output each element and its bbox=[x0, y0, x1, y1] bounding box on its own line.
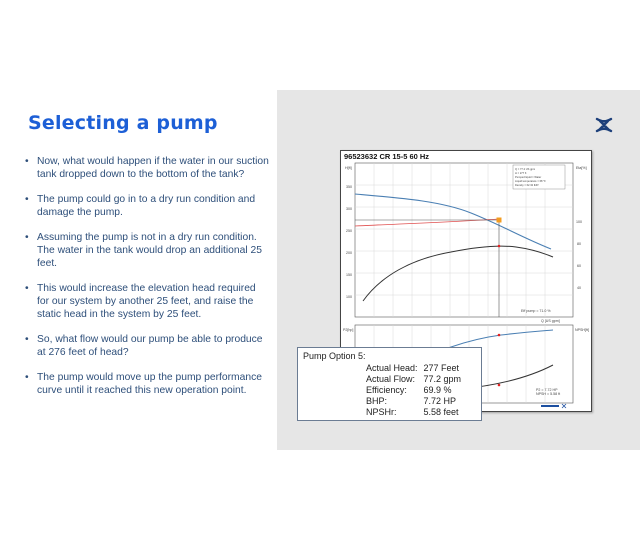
svg-text:Q = 77.2 US gpm: Q = 77.2 US gpm bbox=[515, 167, 535, 171]
pump-performance-chart: 96523632 CR 15-5 60 Hz H[ft] 350 300 250 2… bbox=[340, 150, 592, 412]
info-row-efficiency: Efficiency: 69.9 % bbox=[366, 385, 452, 395]
svg-text:Q [US gpm]: Q [US gpm] bbox=[541, 319, 560, 323]
pump-option-info-box: Pump Option 5: Actual Head: 277 Feet Act… bbox=[297, 347, 482, 421]
slide-title: Selecting a pump bbox=[28, 112, 218, 134]
bullet-item: This would increase the elevation head r… bbox=[25, 282, 270, 321]
svg-text:NPSH = 5.58 ft: NPSH = 5.58 ft bbox=[536, 392, 560, 396]
bullet-item: So, what flow would our pump be able to … bbox=[25, 333, 270, 359]
svg-text:H = 277 ft: H = 277 ft bbox=[515, 171, 527, 175]
info-label: NPSHr: bbox=[366, 407, 397, 417]
bullet-item: The pump could go in to a dry run condit… bbox=[25, 193, 270, 219]
svg-text:200: 200 bbox=[346, 251, 352, 255]
info-value: 277 Feet bbox=[423, 363, 460, 373]
info-heading: Pump Option 5: bbox=[303, 351, 366, 361]
info-label: Efficiency: bbox=[366, 385, 407, 395]
svg-text:Pumped liquid = Water: Pumped liquid = Water bbox=[515, 175, 541, 179]
bullet-item: Now, what would happen if the water in o… bbox=[25, 155, 270, 181]
info-row-npshr: NPSHr: 5.58 feet bbox=[366, 407, 459, 417]
info-value: 5.58 feet bbox=[423, 407, 459, 417]
info-label: Actual Head: bbox=[366, 363, 418, 373]
info-label: BHP: bbox=[366, 396, 388, 406]
bullet-list: Now, what would happen if the water in o… bbox=[25, 155, 270, 409]
bullet-item: The pump would move up the pump performa… bbox=[25, 371, 270, 397]
info-value: 7.72 HP bbox=[423, 396, 457, 406]
svg-text:P2 = 7.72 HP: P2 = 7.72 HP bbox=[536, 388, 558, 392]
svg-text:350: 350 bbox=[346, 185, 352, 189]
info-row-flow: Actual Flow: 77.2 gpm bbox=[366, 374, 461, 384]
svg-text:Liquid temperature = 68 °F: Liquid temperature = 68 °F bbox=[515, 179, 546, 183]
svg-text:100: 100 bbox=[346, 295, 352, 299]
bullet-item: Assuming the pump is not in a dry run co… bbox=[25, 231, 270, 270]
svg-text:H[ft]: H[ft] bbox=[345, 166, 352, 170]
svg-text:80: 80 bbox=[577, 242, 581, 246]
info-value: 77.2 gpm bbox=[423, 374, 462, 384]
svg-text:NPSH[ft]: NPSH[ft] bbox=[575, 328, 589, 332]
svg-text:Density = 62.32 lb/ft³: Density = 62.32 lb/ft³ bbox=[515, 183, 539, 187]
svg-text:Eff pump = 71.0 %: Eff pump = 71.0 % bbox=[521, 309, 551, 313]
info-value: 69.9 % bbox=[423, 385, 452, 395]
svg-text:300: 300 bbox=[346, 207, 352, 211]
svg-text:60: 60 bbox=[577, 264, 581, 268]
svg-text:P2[hp]: P2[hp] bbox=[343, 328, 353, 332]
svg-text:250: 250 bbox=[346, 229, 352, 233]
svg-text:40: 40 bbox=[577, 286, 581, 290]
svg-text:100: 100 bbox=[576, 220, 582, 224]
grundfos-x-logo-icon bbox=[595, 117, 613, 133]
svg-text:Eta[%]: Eta[%] bbox=[576, 166, 587, 170]
info-row-head: Actual Head: 277 Feet bbox=[366, 363, 459, 373]
grundfos-footer-logo-icon bbox=[541, 403, 567, 409]
chart-title: 96523632 CR 15-5 60 Hz bbox=[344, 152, 430, 161]
info-row-bhp: BHP: 7.72 HP bbox=[366, 396, 456, 406]
svg-text:150: 150 bbox=[346, 273, 352, 277]
info-label: Actual Flow: bbox=[366, 374, 416, 384]
